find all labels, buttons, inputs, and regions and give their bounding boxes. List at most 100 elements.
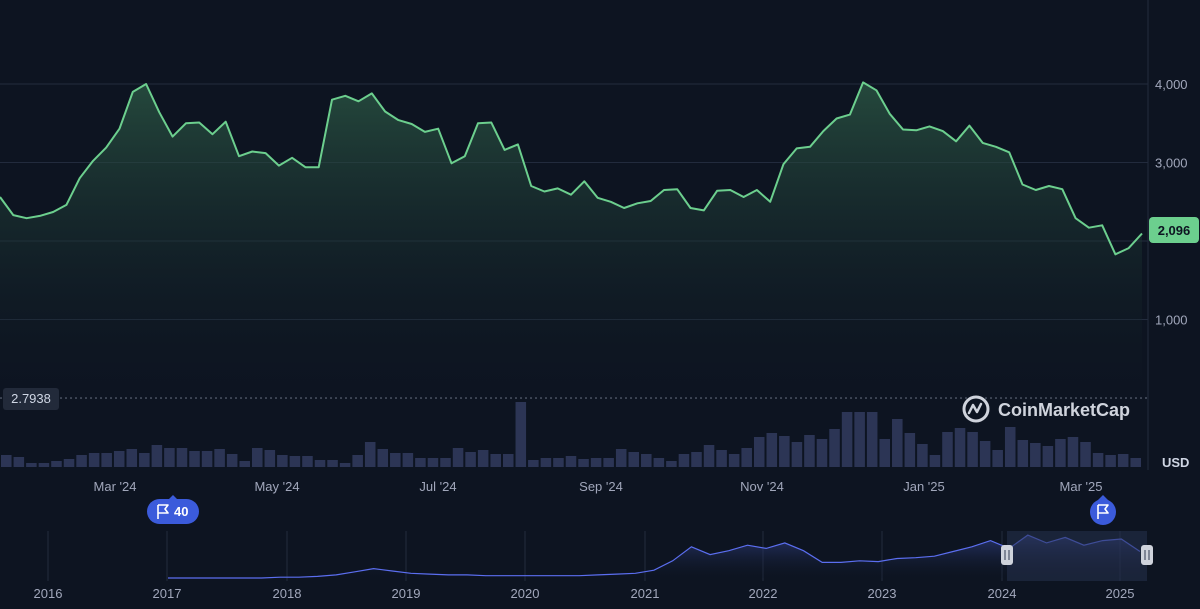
navigator[interactable]: 2016 2017 2018 2019 2020 2021 2022 2023 2024 2025 — [0, 531, 1153, 601]
volume-bar — [201, 451, 213, 467]
volume-bar — [1055, 439, 1066, 467]
volume-bar — [954, 428, 966, 467]
volume-bar — [1105, 455, 1116, 467]
volume-bar — [590, 458, 602, 467]
volume-bar — [553, 458, 564, 467]
volume-bar — [465, 452, 476, 467]
volume-bar — [51, 461, 62, 467]
navigator-year-label: 2017 — [153, 586, 182, 601]
volume-bar — [239, 461, 250, 467]
volume-bar — [615, 449, 627, 467]
current-price-text: 2,096 — [1158, 223, 1191, 238]
volume-bar — [352, 455, 363, 467]
navigator-year-label: 2018 — [273, 586, 302, 601]
volume-bar — [1130, 458, 1141, 467]
y-tick-label: 4,000 — [1155, 77, 1188, 92]
volume-bar — [289, 456, 301, 467]
event-flag-marker-2[interactable] — [1090, 495, 1116, 525]
volume-bar — [490, 454, 501, 467]
volume-bar — [113, 451, 125, 467]
volume-bar — [1042, 446, 1054, 467]
volume-bar — [101, 453, 112, 467]
currency-label: USD — [1162, 455, 1189, 470]
volume-bar — [427, 458, 439, 467]
navigator-year-ticks: 2016 2017 2018 2019 2020 2021 2022 2023 2024 2025 — [34, 586, 1135, 601]
price-line — [0, 81, 1143, 256]
volume-bar — [314, 460, 326, 467]
navigator-handle-left[interactable] — [1001, 545, 1013, 565]
volume-bar — [402, 453, 414, 467]
flag-icon — [1097, 504, 1109, 519]
volume-bar — [1017, 440, 1029, 467]
volume-bar — [816, 439, 828, 467]
volume-bar — [666, 461, 677, 467]
volume-bar — [653, 458, 665, 467]
volume-bar — [879, 439, 891, 467]
volume-bar — [866, 412, 878, 467]
volume-bar — [76, 455, 87, 467]
navigator-year-label: 2025 — [1106, 586, 1135, 601]
volume-bar — [892, 419, 903, 467]
volume-bar — [251, 448, 263, 467]
volume-bar — [804, 435, 815, 467]
volume-bar — [214, 449, 225, 467]
volume-bar — [1080, 442, 1091, 467]
volume-bar — [164, 448, 175, 467]
x-tick-label: Jan '25 — [903, 479, 945, 494]
volume-bar — [841, 412, 853, 467]
volume-bar — [1067, 437, 1079, 467]
volume-bar — [264, 450, 276, 467]
x-tick-label: May '24 — [254, 479, 299, 494]
volume-bar — [753, 437, 765, 467]
volume-bar — [741, 448, 752, 467]
volume-bar — [641, 454, 652, 467]
x-tick-label: Mar '25 — [1060, 479, 1103, 494]
volume-bar — [1, 455, 12, 467]
volume-bar — [38, 463, 50, 467]
coinmarketcap-watermark: CoinMarketCap — [962, 395, 1130, 423]
volume-bar — [728, 454, 740, 467]
volume-bar — [126, 449, 138, 467]
navigator-year-label: 2022 — [749, 586, 778, 601]
price-area — [0, 81, 1143, 399]
volume-bar — [339, 463, 351, 467]
current-price-badge: 2,096 — [1149, 217, 1199, 243]
volume-bars — [1, 402, 1141, 467]
event-flag-marker[interactable]: 40 — [147, 495, 199, 524]
volume-bar — [440, 458, 451, 467]
volume-bar — [63, 459, 75, 467]
volume-bar — [151, 445, 163, 467]
volume-bar — [327, 460, 338, 467]
watermark-text: CoinMarketCap — [998, 400, 1130, 420]
volume-bar — [904, 433, 916, 467]
volume-bar — [377, 449, 389, 467]
volume-bar — [766, 433, 778, 467]
volume-bar — [565, 456, 577, 467]
navigator-line — [168, 534, 1141, 579]
volume-bar — [578, 459, 589, 467]
price-area-fill — [0, 82, 1142, 399]
x-tick-label: Sep '24 — [579, 479, 623, 494]
navigator-year-label: 2016 — [34, 586, 63, 601]
flag-count: 40 — [174, 504, 188, 519]
navigator-handle-right[interactable] — [1141, 545, 1153, 565]
volume-bar — [703, 445, 715, 467]
volume-bar — [854, 412, 865, 467]
navigator-area-fill — [168, 535, 1140, 578]
volume-bar — [477, 450, 489, 467]
volume-bar — [302, 456, 313, 467]
volume-bar — [929, 455, 941, 467]
volume-bar — [979, 441, 991, 467]
low-value-text: 2.7938 — [11, 391, 51, 406]
navigator-year-label: 2023 — [868, 586, 897, 601]
volume-bar — [628, 452, 640, 467]
volume-bar — [691, 452, 702, 467]
x-tick-label: Mar '24 — [94, 479, 137, 494]
volume-bar — [540, 458, 552, 467]
flag-icon — [157, 504, 169, 519]
navigator-selection[interactable] — [1007, 531, 1147, 581]
volume-bar — [528, 460, 539, 467]
volume-bar — [26, 463, 37, 467]
